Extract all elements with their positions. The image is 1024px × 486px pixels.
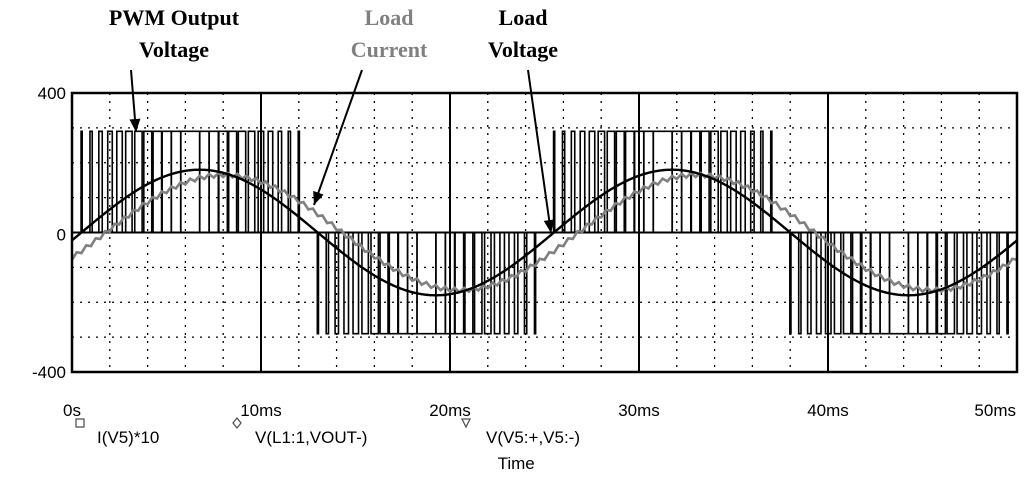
legend-square-marker — [75, 418, 85, 428]
y-tick-labels: 400 0 -400 — [32, 84, 66, 382]
annotation-arrowhead — [313, 190, 324, 205]
legend-item: I(V5)*10 — [75, 418, 159, 447]
y-tick-label: 400 — [38, 84, 66, 103]
annotation-0: PWM Output Voltage — [109, 5, 240, 133]
annotation-2: Load Voltage — [488, 5, 558, 234]
legend-item: V(L1:1,VOUT-) — [232, 416, 367, 447]
plot-series — [70, 130, 1018, 335]
legend-label: I(V5)*10 — [97, 428, 159, 447]
annotation-1: Load Current — [313, 5, 428, 206]
x-tick-label: 0s — [63, 401, 81, 420]
annotation-label: Load — [499, 5, 548, 30]
annotation-label: Load — [365, 5, 414, 30]
x-tick-label: 10ms — [240, 401, 282, 420]
annotation-arrowhead — [129, 118, 141, 132]
legend-label: V(V5:+,V5:-) — [486, 428, 580, 447]
annotation-label: Voltage — [139, 37, 209, 62]
annotations: PWM Output Voltage Load Current Load Voltage — [109, 5, 558, 234]
legend: I(V5)*10 V(L1:1,VOUT-) V(V5:+,V5:-) — [75, 416, 580, 447]
x-tick-label: 30ms — [618, 401, 660, 420]
annotation-label: PWM Output — [109, 5, 240, 30]
legend-triangle-marker — [460, 418, 472, 429]
annotation-arrow-line — [313, 69, 363, 206]
x-axis-label: Time — [498, 454, 535, 473]
legend-label: V(L1:1,VOUT-) — [255, 428, 367, 447]
annotation-arrow-line — [527, 69, 552, 234]
x-tick-label: 20ms — [429, 401, 471, 420]
y-tick-label: 0 — [57, 226, 66, 245]
annotation-label: Voltage — [488, 37, 558, 62]
x-tick-label: 50ms — [974, 401, 1016, 420]
grid — [72, 93, 1017, 372]
plot-frame — [70, 91, 1019, 374]
legend-item: V(V5:+,V5:-) — [460, 418, 580, 447]
legend-diamond-marker — [232, 416, 242, 430]
x-tick-label: 40ms — [807, 401, 849, 420]
annotation-label: Current — [351, 37, 428, 62]
series-load-voltage — [71, 168, 1018, 297]
annotation-arrowhead — [543, 219, 555, 233]
x-tick-labels: 0s 10ms 20ms 30ms 40ms 50ms — [63, 401, 1016, 420]
y-tick-label: -400 — [32, 363, 66, 382]
